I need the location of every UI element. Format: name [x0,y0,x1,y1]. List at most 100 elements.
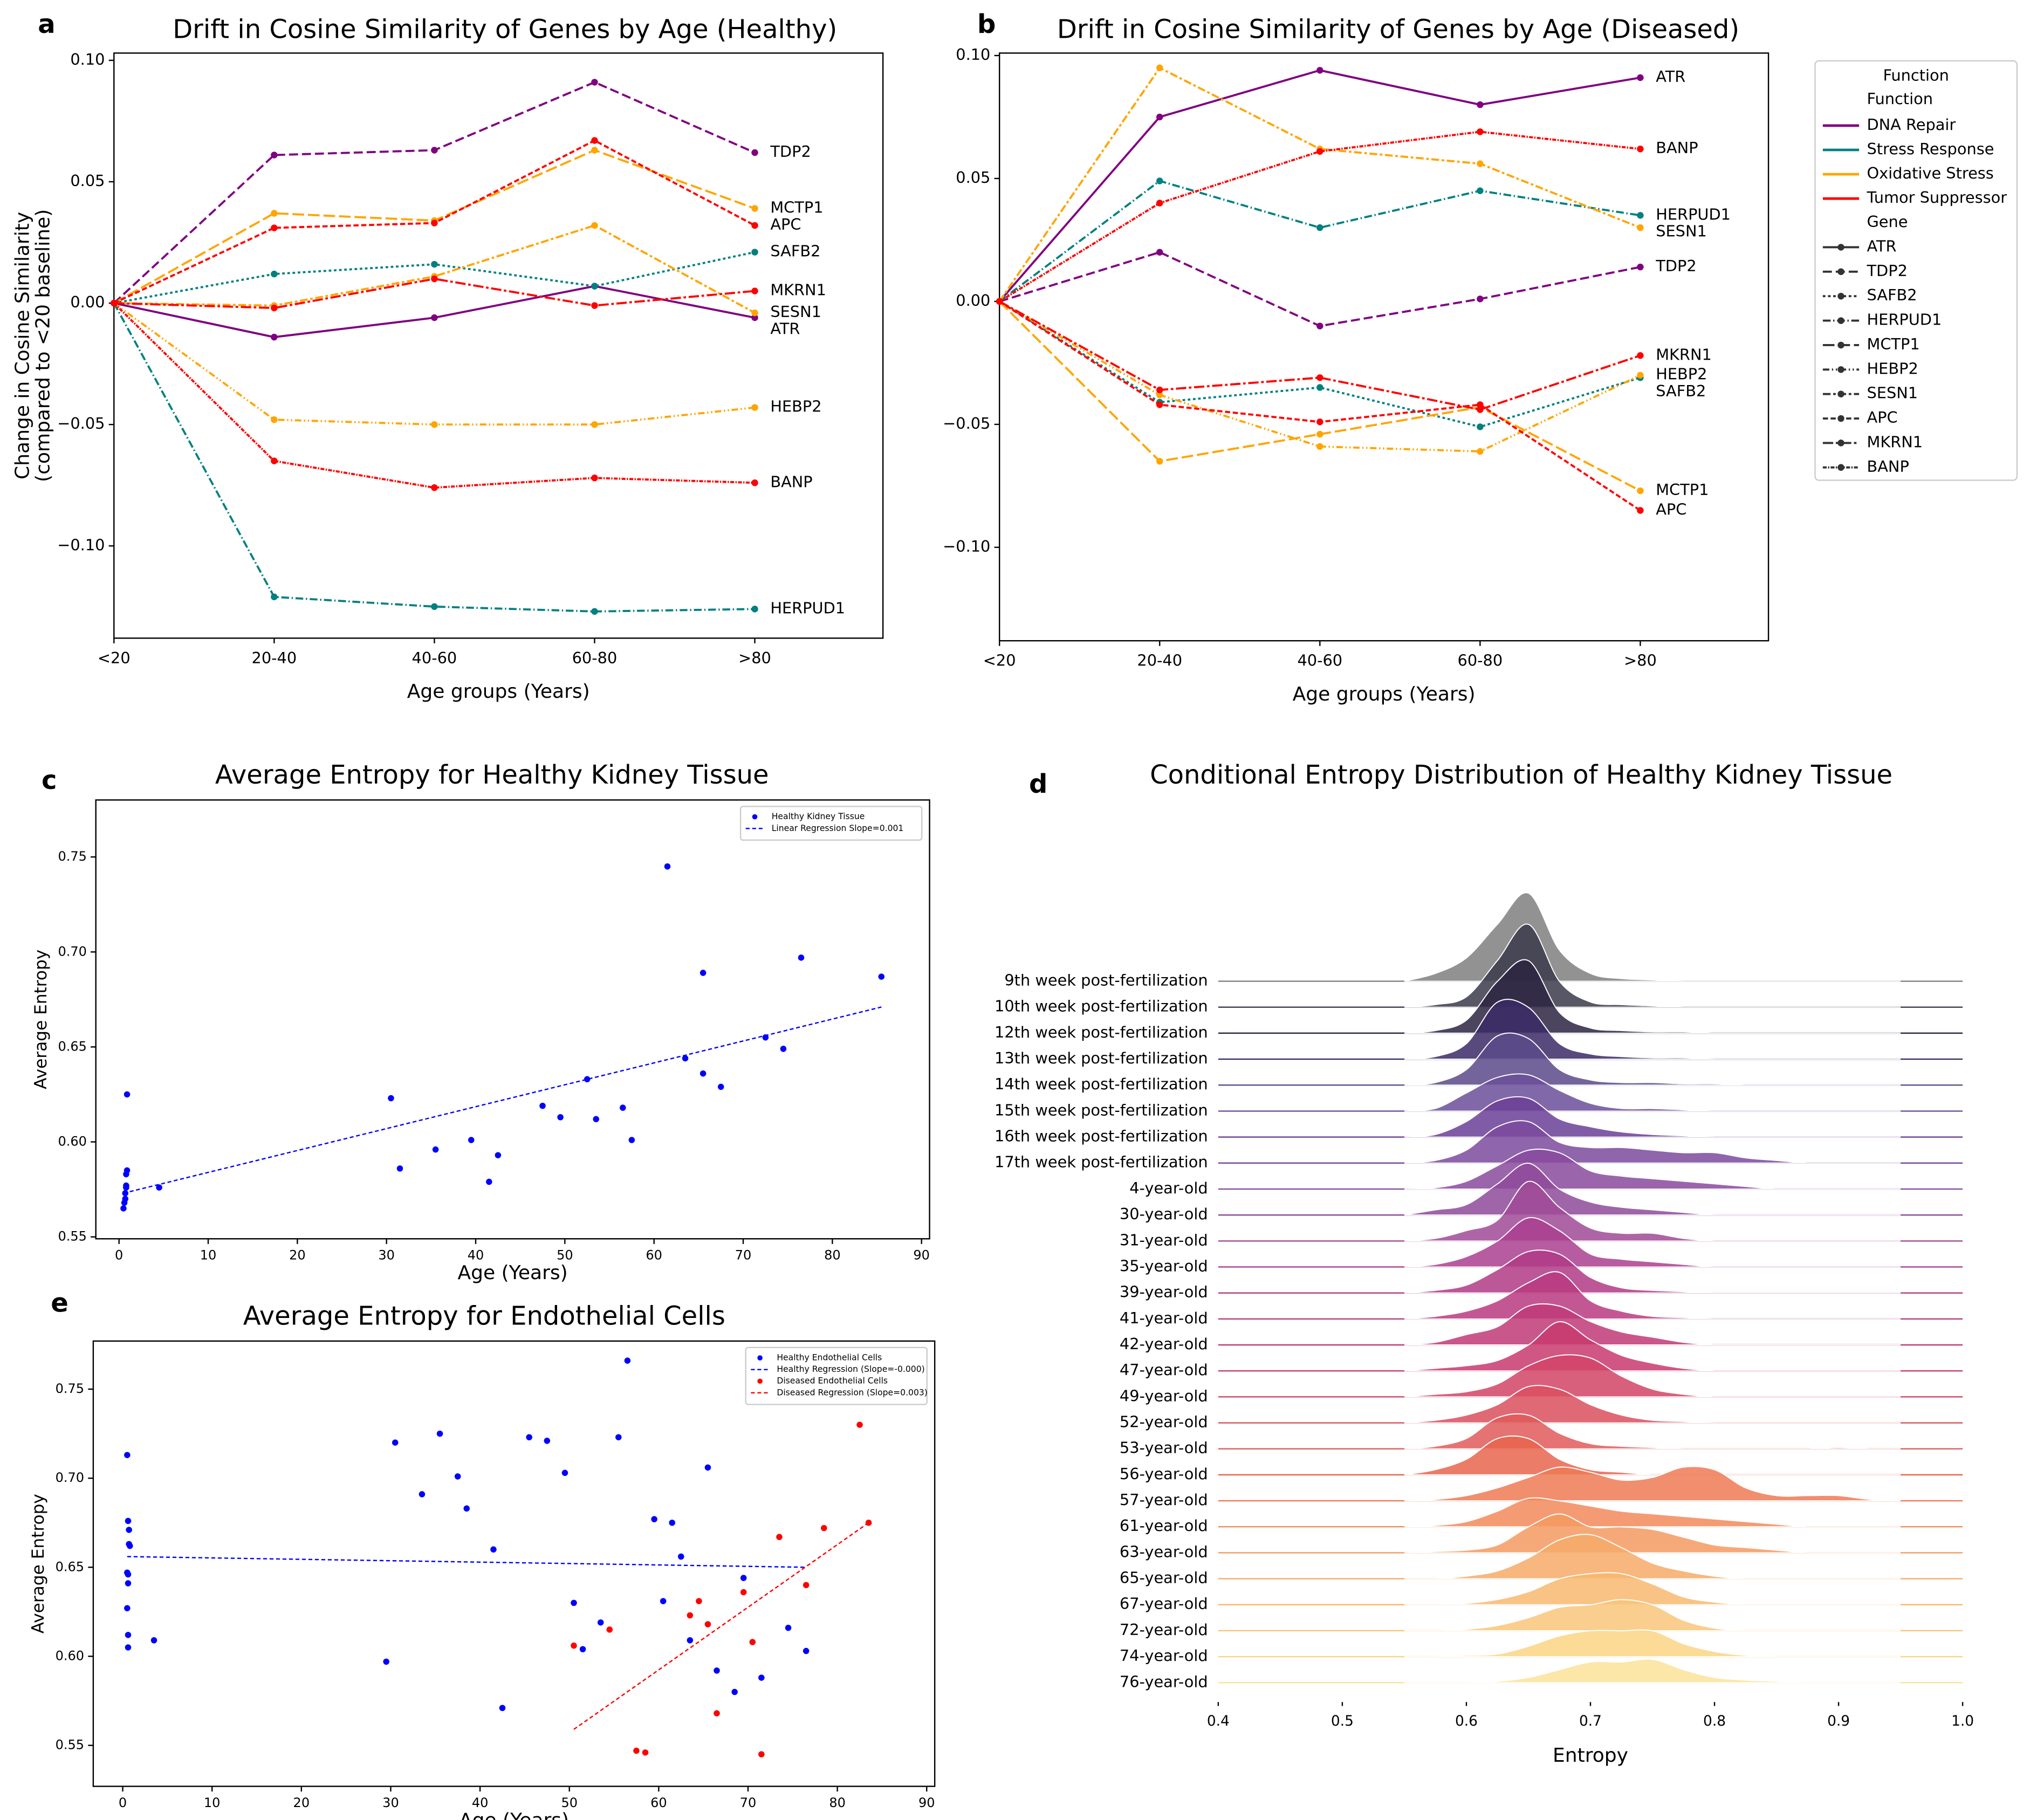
series-marker [1637,372,1644,379]
legend-marker [1837,366,1844,373]
scatter-point [717,1083,724,1090]
series-line [998,300,1641,492]
x-tick-label: 40 [468,1247,484,1262]
legend-subtitle: Gene [1867,212,1908,231]
scatter-point [383,1658,389,1665]
series-marker [591,421,598,428]
y-tick-label: 0.10 [956,45,990,64]
ridge-label: 49-year-old [1120,1386,1208,1405]
scatter-point [419,1491,426,1498]
scatter-point [571,1599,577,1606]
series-end-label: MCTP1 [1656,480,1709,499]
x-tick-label: 0.6 [1455,1713,1478,1729]
x-tick-label: 20 [293,1795,310,1810]
legend-box [739,806,923,841]
series-line [999,300,1641,428]
ridge-area [1404,892,1901,982]
series-marker [1156,113,1163,121]
series-marker [751,309,758,317]
y-tick-label: 0.55 [58,1229,86,1244]
series-marker [1316,67,1323,74]
scatter-point [388,1095,394,1102]
ridge-area [1404,1466,1901,1502]
x-tick-label: 0.7 [1579,1713,1602,1729]
legend-label: Diseased Regression (Slope=0.003) [777,1388,928,1397]
scatter-point [785,1624,792,1631]
y-tick-label: 0.00 [70,293,105,311]
scatter-point [495,1152,502,1158]
scatter-point [125,1644,132,1651]
series-marker [271,416,278,423]
scatter-point [687,1637,694,1644]
x-axis-label: Age groups (Years) [407,681,590,703]
legend-marker [1837,341,1844,349]
x-tick-label: 90 [913,1247,930,1262]
series-marker [271,210,278,217]
scatter-point [392,1439,399,1446]
panel-letter: c [42,765,57,795]
legend-label: HERPUD1 [1867,311,1942,329]
series-end-label: SESN1 [1656,222,1707,241]
series-line [113,81,756,304]
series-marker [431,260,438,268]
scatter-point [696,1598,702,1604]
scatter-point [687,1612,694,1619]
series-marker [1637,507,1644,514]
scatter-point [454,1473,461,1480]
series-end-label: MCTP1 [770,198,823,217]
x-tick-label: 60 [650,1795,667,1810]
chart-title: Average Entropy for Healthy Kidney Tissu… [215,760,769,790]
series-marker [431,275,438,283]
scatter-point [571,1642,577,1649]
ridge-label: 57-year-old [1120,1491,1208,1509]
series-marker [591,302,598,309]
series-marker [1156,64,1163,72]
series-marker [431,314,438,321]
series-marker [1637,146,1644,153]
ridge-label: 76-year-old [1120,1672,1208,1691]
scatter-point [396,1165,403,1172]
series-line [113,302,755,426]
chart-title: Drift in Cosine Similarity of Genes by A… [173,15,837,45]
legend-label: MKRN1 [1867,432,1923,451]
series-marker [1316,418,1323,425]
scatter-point [740,1575,747,1581]
scatter-point [615,1434,622,1440]
legend-title: Function [1883,66,1949,85]
series-marker [271,457,278,465]
ridge-label: 39-year-old [1120,1283,1208,1301]
scatter-point [780,1046,787,1052]
series-end-label: HEBP2 [1656,365,1707,383]
series-marker [1156,401,1163,408]
legend-label: Linear Regression Slope=0.001 [772,823,904,833]
series-marker [591,222,598,229]
series-end-label: TDP2 [1655,257,1696,275]
y-tick-label: 0.70 [58,944,86,959]
scatter-point [124,1605,131,1612]
ridge-label: 14th week post-fertilization [995,1075,1208,1093]
scatter-point [803,1647,810,1654]
scatter-point [798,954,805,961]
ridge-label: 10th week post-fertilization [995,997,1208,1015]
x-tick-label: <20 [983,651,1016,670]
series-marker [591,137,598,144]
series-marker [1477,128,1484,135]
y-tick-label: 0.75 [56,1381,84,1396]
legend-label: HEBP2 [1867,359,1918,377]
series-marker [751,205,758,212]
legend-marker [752,814,758,820]
scatter-point [126,1527,132,1533]
legend-label: TDP2 [1866,262,1907,280]
scatter-point [699,1070,707,1077]
x-tick-label: 90 [918,1795,935,1810]
series-marker [1477,296,1484,303]
scatter-point [539,1102,546,1109]
x-tick-label: 60 [646,1247,662,1262]
legend-label: BANP [1867,457,1909,476]
series-line [998,69,1641,303]
legend-label: DNA Repair [1867,115,1956,134]
series-marker [1477,187,1484,195]
series-marker [431,603,438,610]
y-tick-label: −0.10 [943,537,990,555]
